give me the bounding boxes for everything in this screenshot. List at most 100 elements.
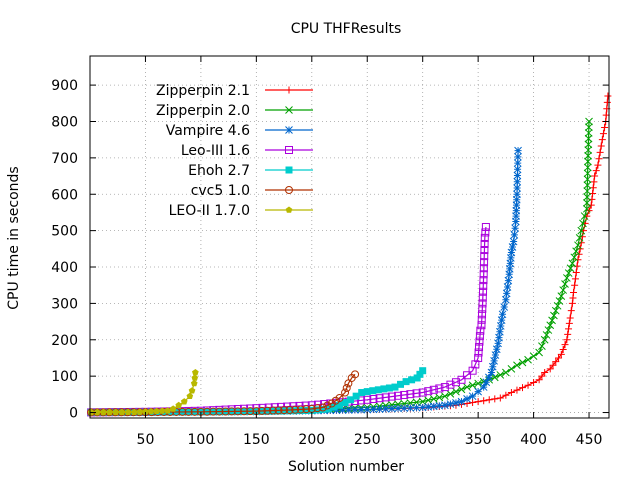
legend-entry: cvc5 1.0: [191, 183, 313, 199]
legend-label: LEO-II 1.7.0: [169, 203, 250, 219]
series-line: [91, 226, 487, 413]
data-point: [565, 319, 573, 327]
data-point: [540, 335, 549, 344]
legend-label: Zipperpin 2.1: [156, 83, 250, 99]
data-point: [563, 336, 571, 344]
legend-marker: [285, 86, 293, 94]
data-point: [263, 406, 272, 415]
data-point: [538, 342, 546, 350]
y-tick-label: 500: [51, 224, 78, 240]
data-point: [274, 406, 283, 415]
data-point: [497, 316, 506, 324]
data-point: [505, 270, 514, 279]
y-tick-label: 0: [69, 406, 78, 422]
x-tick-label: 250: [354, 432, 381, 448]
series-leo-ii-1-7-0: [87, 369, 199, 416]
data-point: [400, 404, 409, 413]
plot-frame: [89, 55, 610, 419]
x-tick-label: 400: [520, 432, 547, 448]
series-zipperpin-2-1: [87, 92, 612, 416]
data-point: [124, 408, 132, 415]
data-point: [480, 239, 489, 248]
data-point: [604, 92, 612, 100]
legend-label: Leo-III 1.6: [181, 143, 250, 159]
data-point: [268, 406, 277, 415]
data-point: [509, 237, 518, 246]
data-point: [424, 403, 433, 411]
x-tick-label: 300: [409, 432, 436, 448]
data-point: [585, 123, 593, 132]
data-point: [506, 259, 515, 268]
data-point: [498, 310, 507, 319]
data-point: [280, 406, 289, 415]
data-point: [416, 370, 424, 378]
data-point: [572, 268, 580, 276]
data-point: [570, 288, 578, 296]
data-point: [246, 407, 255, 416]
data-point: [494, 339, 502, 348]
data-point: [441, 392, 449, 401]
legend-marker: [285, 106, 293, 114]
data-point: [147, 408, 155, 415]
data-point: [435, 384, 444, 393]
data-point: [550, 311, 558, 320]
data-point: [352, 392, 360, 400]
data-point: [394, 391, 403, 400]
data-point: [468, 366, 477, 375]
data-point: [564, 269, 573, 277]
data-point: [591, 172, 599, 180]
data-point: [571, 281, 579, 289]
data-point: [388, 401, 396, 409]
data-point: [566, 264, 575, 273]
data-point: [479, 270, 488, 279]
data-point: [507, 389, 515, 397]
data-point: [583, 199, 591, 207]
data-point: [457, 397, 466, 406]
x-tick-label: 150: [243, 432, 270, 448]
y-tick-label: 100: [51, 369, 78, 385]
data-point: [507, 248, 516, 257]
data-point: [551, 306, 560, 315]
data-point: [584, 157, 592, 166]
data-point: [511, 224, 519, 233]
data-point: [579, 219, 587, 228]
data-point: [429, 402, 438, 411]
data-point: [548, 316, 556, 325]
data-point: [597, 142, 605, 150]
data-point: [541, 369, 549, 377]
data-point: [582, 204, 591, 213]
data-point: [374, 386, 382, 394]
data-point: [553, 301, 562, 310]
data-point: [308, 406, 316, 414]
data-point: [413, 374, 421, 382]
x-tick-label: 350: [465, 432, 492, 448]
data-point: [481, 222, 490, 231]
legend-entry: Zipperpin 2.1: [156, 83, 313, 99]
data-point: [408, 376, 416, 384]
data-point: [381, 393, 390, 402]
data-point: [529, 352, 538, 361]
data-point: [502, 295, 510, 304]
legend-label: Ehoh 2.7: [188, 163, 250, 179]
data-point: [323, 401, 332, 410]
data-point: [557, 292, 566, 300]
y-tick-label: 300: [51, 296, 78, 312]
data-point: [391, 383, 399, 391]
data-point: [446, 400, 455, 408]
data-point: [227, 407, 236, 416]
data-point: [478, 304, 487, 313]
data-point: [589, 184, 597, 192]
data-point: [544, 326, 553, 334]
data-point: [568, 259, 577, 268]
data-point: [192, 369, 199, 376]
data-point: [131, 408, 138, 415]
data-point: [388, 404, 396, 413]
y-tick-label: 200: [51, 333, 78, 349]
data-point: [480, 397, 488, 405]
y-tick-label: 800: [51, 114, 78, 130]
data-point: [369, 405, 378, 414]
data-point: [514, 146, 522, 155]
data-point: [514, 152, 522, 161]
legend-entry: Ehoh 2.7: [188, 163, 313, 179]
